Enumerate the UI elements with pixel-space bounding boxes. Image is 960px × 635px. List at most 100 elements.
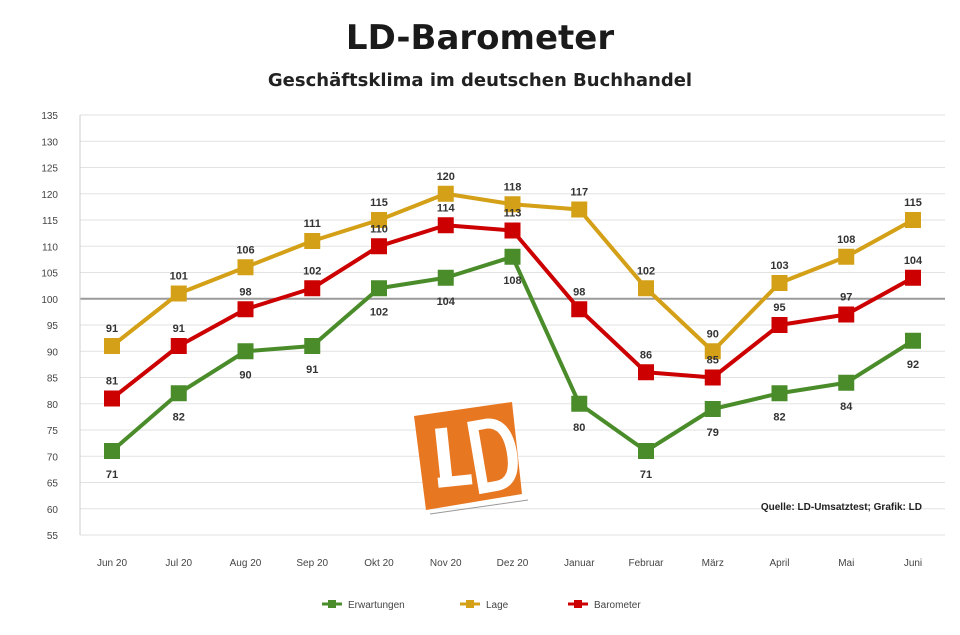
legend-marker [328,600,336,608]
y-tick-label: 125 [41,164,58,175]
data-label: 120 [437,171,455,183]
x-tick-label: Februar [628,558,664,569]
data-label: 102 [370,306,388,318]
data-point [104,338,120,354]
y-tick-label: 95 [47,321,59,332]
data-label: 104 [904,255,923,267]
legend-label: Lage [486,600,509,611]
data-point [638,443,654,459]
data-label: 97 [840,292,852,304]
data-label: 98 [239,286,251,298]
y-axis-ticks: 55 60 65 70 75 80 85 90 95 100 105 110 115 120 125 130 1… [41,111,58,542]
data-label: 81 [106,376,118,388]
data-label: 110 [370,223,388,235]
data-point [704,401,721,417]
data-point [771,317,788,333]
y-tick-label: 60 [47,505,59,516]
data-point [504,196,521,213]
x-tick-label: Okt 20 [364,558,394,569]
data-label: 91 [106,323,118,335]
data-label: 95 [773,302,785,314]
data-point [704,343,721,360]
data-point [437,217,454,234]
data-label: 91 [306,364,318,376]
x-tick-label: Januar [564,558,595,569]
data-point [371,280,387,297]
data-label: 82 [773,411,785,423]
data-label: 103 [770,260,788,272]
data-point [638,280,654,297]
data-label: 91 [173,323,185,335]
grid-lines [79,114,945,536]
x-tick-label: April [769,558,789,569]
legend-marker [574,600,582,608]
data-point [237,343,254,360]
data-label: 82 [173,411,185,423]
x-tick-label: Dez 20 [497,558,529,569]
data-point [237,259,254,276]
data-point [838,374,855,391]
data-label: 92 [907,359,919,371]
legend-marker [466,600,474,608]
data-point [905,269,921,286]
x-tick-label: Nov 20 [430,558,462,569]
data-label: 108 [837,234,855,246]
data-label: 102 [637,265,655,277]
data-point [838,248,855,265]
data-point [504,222,521,239]
chart-title: LD-Barometer [345,18,615,58]
data-point [237,301,254,318]
legend: Erwartungen Lage Barometer [322,600,641,611]
y-tick-label: 100 [41,295,58,306]
data-label: 90 [707,328,719,340]
data-point [638,364,654,381]
data-point [905,332,921,349]
y-tick-label: 135 [41,111,58,122]
data-point [704,369,721,386]
data-point [170,385,187,402]
data-point [104,443,120,459]
data-label: 85 [707,355,719,367]
data-point [838,306,855,323]
data-point [571,301,588,318]
x-tick-label: Aug 20 [230,558,262,569]
data-label: 108 [503,275,521,287]
data-point [771,275,788,291]
x-tick-label: Mai [838,558,854,569]
data-label: 86 [640,349,652,361]
y-tick-label: 65 [47,479,59,490]
data-point [905,212,921,228]
x-tick-label: März [702,558,724,569]
data-point [371,212,387,228]
x-tick-label: Sep 20 [296,558,328,569]
y-tick-label: 110 [42,242,58,253]
y-tick-label: 90 [47,347,59,358]
ld-logo [414,402,529,515]
data-label: 98 [573,286,585,298]
y-tick-label: 130 [41,137,58,148]
data-label: 101 [170,271,188,283]
legend-label: Barometer [594,600,641,611]
data-label: 90 [239,369,251,381]
data-label: 84 [840,401,853,413]
data-point [304,338,321,354]
data-labels: 71 82 90 91 102 104 108 80 71 79 82 84 92 91 101 106 111… [106,171,923,481]
data-point [571,201,588,218]
data-label: 104 [437,296,456,308]
data-point [104,390,120,407]
chart-subtitle: Geschäftsklima im deutschen Buchhandel [267,70,693,91]
y-tick-label: 85 [47,374,59,385]
y-tick-label: 75 [47,426,59,437]
y-tick-label: 55 [47,531,59,542]
data-label: 115 [904,197,922,209]
source-note: Quelle: LD-Umsatztest; Grafik: LD [761,502,922,513]
y-tick-label: 80 [47,400,59,411]
data-point [304,233,321,249]
data-label: 115 [370,197,388,209]
data-point [437,185,454,202]
x-axis-ticks: Jun 20 Jul 20 Aug 20 Sep 20 Okt 20 Nov 20 Dez … [97,558,922,569]
data-label: 113 [504,208,522,220]
data-point [170,285,187,302]
data-label: 118 [504,181,522,193]
